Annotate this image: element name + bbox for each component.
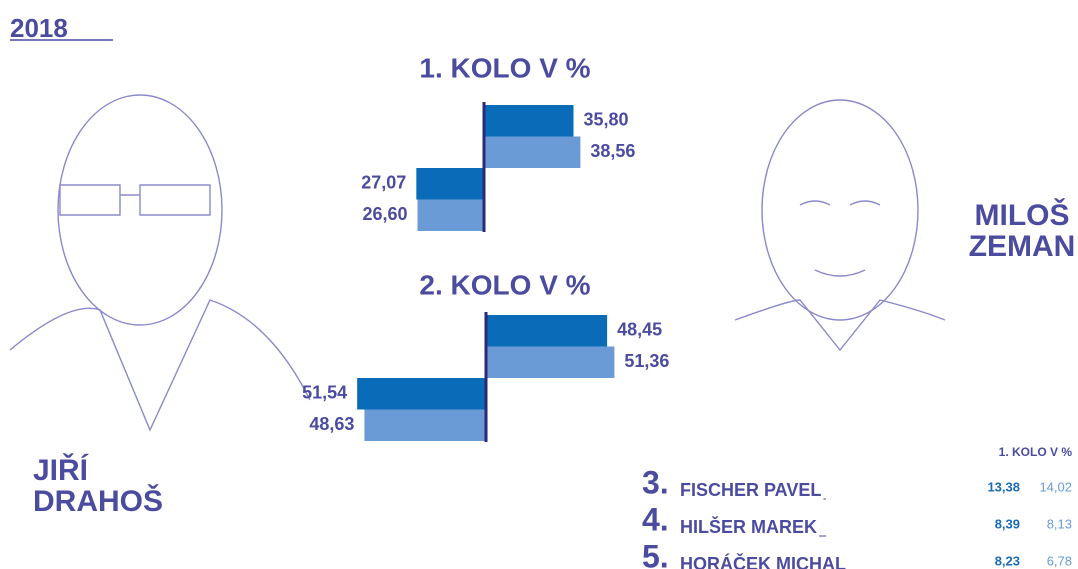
table-value: 8,13 [1047, 516, 1072, 531]
bar [486, 347, 614, 379]
value-label: 38,56 [590, 141, 635, 161]
portrait-right [735, 100, 945, 350]
bar [357, 378, 486, 410]
table-value: 13,38 [987, 479, 1020, 494]
candidate-name: MILOŠ [975, 198, 1070, 232]
bar [484, 137, 580, 169]
rank: 5. [642, 538, 669, 569]
chart-title: 2. KOLO V % [419, 269, 590, 300]
rank: 4. [642, 501, 669, 537]
year: 2018 [10, 13, 68, 43]
table-value: 8,23 [995, 553, 1020, 568]
rank: 3. [642, 464, 669, 500]
value-label: 35,80 [584, 110, 629, 130]
candidate-name: JIŘÍ [33, 453, 89, 487]
bar [484, 105, 574, 137]
value-label: 48,63 [309, 414, 354, 434]
candidate-name: FISCHER PAVEL [680, 480, 821, 500]
portrait-left [10, 95, 310, 430]
bar [418, 200, 485, 232]
value-label: 27,07 [361, 173, 406, 193]
bar [416, 168, 484, 200]
bar [364, 410, 486, 442]
table-value: 6,78 [1047, 553, 1072, 568]
value-label: 51,54 [302, 383, 347, 403]
value-label: 48,45 [617, 320, 662, 340]
candidate-name: HILŠER MAREK [680, 516, 817, 537]
candidate-name: DRAHOŠ [33, 484, 163, 518]
infographic: 2018 MILOŠ ZEMAN JIŘÍ DRAHOŠ 1. KOLO V %… [0, 0, 1078, 569]
table-value: 14,02 [1039, 479, 1072, 494]
bar [486, 315, 607, 347]
candidate-name: HORÁČEK MICHAL [680, 553, 846, 569]
candidate-name: ZEMAN [969, 230, 1076, 263]
value-label: 51,36 [624, 351, 669, 371]
chart-title: 1. KOLO V % [419, 52, 590, 83]
table-header: 1. KOLO V % [999, 445, 1073, 459]
table-value: 8,39 [995, 516, 1020, 531]
value-label: 26,60 [362, 204, 407, 224]
